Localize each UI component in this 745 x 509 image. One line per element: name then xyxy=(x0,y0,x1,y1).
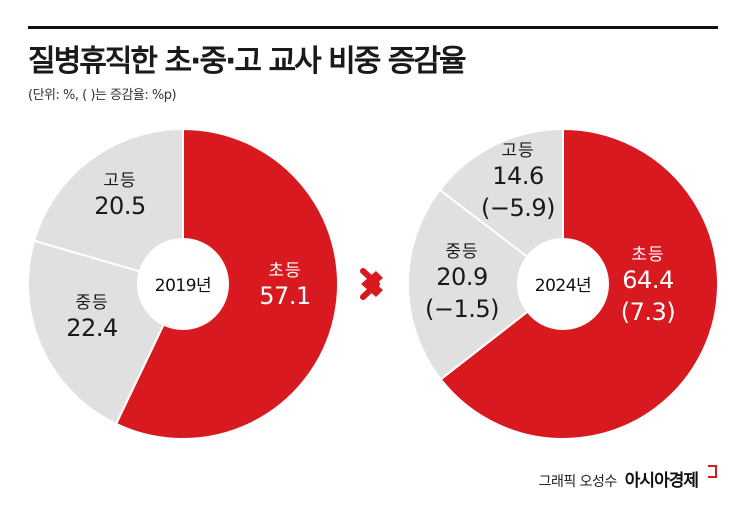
center-year-label: 2024년 xyxy=(535,276,591,296)
slice-value-label: 57.1 xyxy=(259,282,310,310)
top-rule xyxy=(28,26,718,29)
chart-subtitle: (단위: %, ( )는 증감율: %p) xyxy=(28,88,177,103)
pie-slice-고등 xyxy=(438,127,564,287)
arrow-chevron-icon xyxy=(360,268,380,300)
credit-line: 그래픽 오성수 아시아경제 xyxy=(538,465,717,491)
slice-value-label: 20.5 xyxy=(94,192,145,220)
slice-value-label: 64.4 xyxy=(622,266,673,294)
slice-category-label: 중등 xyxy=(75,293,108,313)
slice-change-label: (7.3) xyxy=(621,298,675,326)
graphic-credit: 그래픽 오성수 xyxy=(538,474,618,490)
slice-category-label: 초등 xyxy=(268,261,301,281)
slice-value-label: 20.9 xyxy=(436,263,487,291)
slice-category-label: 초등 xyxy=(631,245,664,265)
pie-slice-중등 xyxy=(407,188,565,381)
slice-category-label: 중등 xyxy=(445,242,478,262)
outlet-logo: 아시아경제 xyxy=(624,471,699,491)
slice-category-label: 고등 xyxy=(501,141,534,161)
pie-slice-고등 xyxy=(32,127,184,286)
slice-change-label: (−1.5) xyxy=(425,295,499,323)
slice-value-label: 14.6 xyxy=(492,162,543,190)
outlet-logo-mark xyxy=(708,465,717,478)
slice-category-label: 고등 xyxy=(103,171,136,191)
slice-value-label: 22.4 xyxy=(66,314,117,342)
arrow-right-icon xyxy=(361,271,383,297)
center-year-label: 2019년 xyxy=(155,276,211,296)
donut-hole xyxy=(517,238,609,330)
chart-title: 질병휴직한 초·중·고 교사 비중 증감율 xyxy=(28,44,467,79)
donut-hole xyxy=(137,238,229,330)
slice-change-label: (−5.9) xyxy=(481,194,555,222)
